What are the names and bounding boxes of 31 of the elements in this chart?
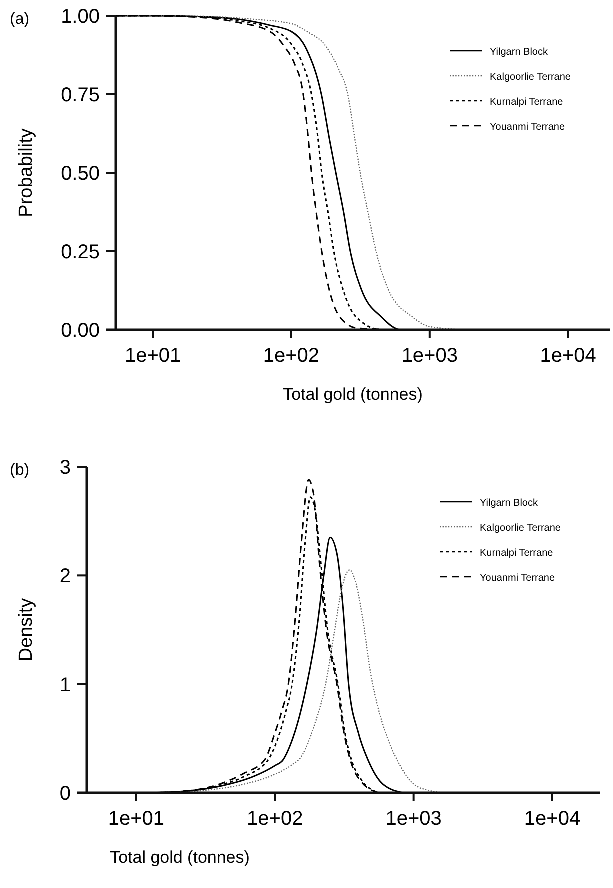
x-tick-label: 1e+01	[124, 345, 182, 367]
y-tick-label: 0.75	[61, 84, 100, 106]
y-tick-label: 0.50	[61, 163, 100, 185]
x-tick-label: 1e+02	[263, 345, 320, 367]
x-tick-label: 1e+03	[386, 808, 442, 830]
y-tick-label: 0.00	[61, 320, 100, 342]
y-tick-label: 1.00	[61, 6, 100, 28]
x-axis-title: Total gold (tonnes)	[283, 385, 423, 404]
legend-label: Kalgoorlie Terrane	[490, 72, 572, 83]
y-tick-label: 2	[60, 566, 71, 588]
y-tick-label: 0	[60, 783, 71, 805]
legend-label: Yilgarn Block	[490, 47, 549, 58]
x-tick-label: 1e+03	[402, 345, 458, 367]
legend-label: Kurnalpi Terrane	[480, 548, 554, 559]
y-tick-label: 1	[60, 674, 71, 696]
legend-label: Youanmi Terrane	[490, 122, 566, 133]
chart-title: (a)	[10, 11, 30, 28]
x-tick-label: 1e+04	[524, 808, 581, 830]
y-axis-title: Probability	[16, 128, 37, 218]
legend-label: Kurnalpi Terrane	[490, 97, 564, 108]
legend-label: Youanmi Terrane	[480, 573, 556, 584]
chart-title: (b)	[10, 462, 30, 479]
x-tick-label: 1e+01	[108, 808, 165, 830]
legend-label: Yilgarn Block	[480, 498, 539, 509]
y-axis-title: Density	[16, 598, 37, 662]
y-tick-label: 3	[60, 457, 71, 479]
y-tick-label: 0.25	[61, 242, 100, 264]
x-axis-title: Total gold (tonnes)	[110, 848, 250, 867]
x-tick-label: 1e+02	[247, 808, 304, 830]
legend-label: Kalgoorlie Terrane	[480, 523, 562, 534]
x-tick-label: 1e+04	[540, 345, 596, 367]
